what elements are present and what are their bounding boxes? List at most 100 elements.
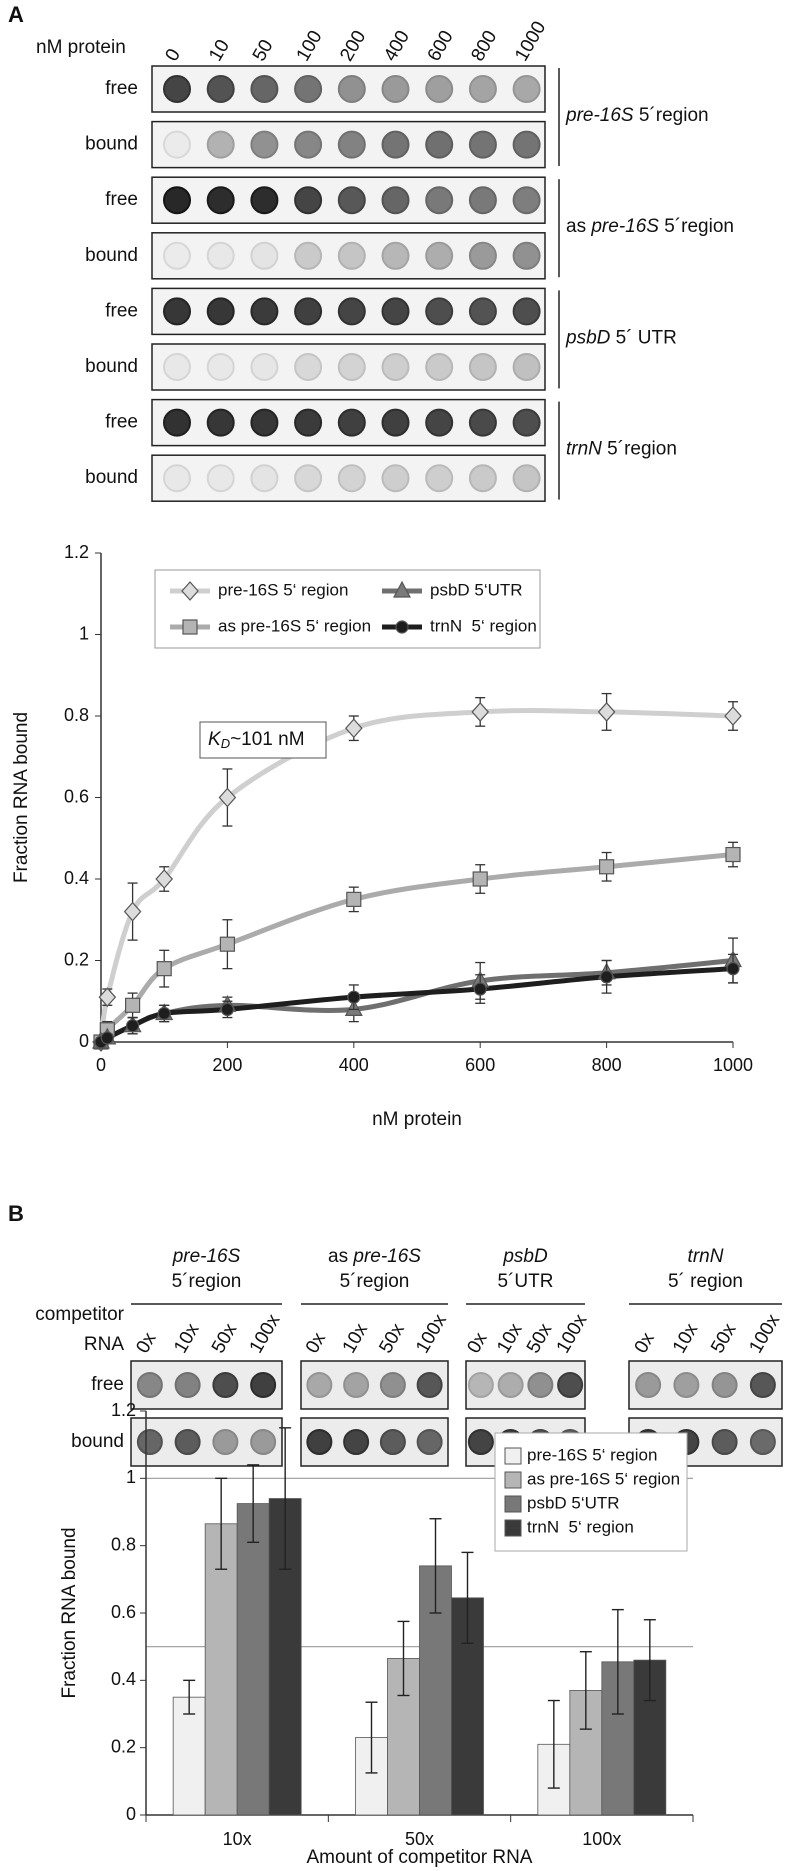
marker (98, 987, 117, 1008)
marker (726, 962, 740, 976)
column-label: 10x (493, 1320, 527, 1357)
bar (204, 1523, 238, 1816)
legend-label: as pre-16S 5‘ region (527, 1469, 680, 1488)
y-tick-label: 1.2 (111, 1400, 136, 1420)
column-label: 600 (424, 27, 458, 65)
error-bar (215, 1477, 228, 1570)
blot-dot (206, 75, 235, 103)
error-bar (247, 1464, 260, 1544)
blot-dot (136, 1429, 163, 1455)
column-label: 100x (553, 1310, 592, 1357)
legend-label: trnN 5‘ region (527, 1517, 634, 1536)
blot-dot (212, 1372, 239, 1398)
blot-dot (343, 1429, 370, 1455)
blot-dot (337, 297, 366, 326)
series-line (98, 852, 734, 1044)
row-label: free (105, 412, 138, 433)
column-label: 10 (205, 36, 234, 65)
symbol: K (208, 729, 222, 750)
annotation-text: ~101 nM (230, 729, 304, 750)
blot-dot (250, 464, 279, 493)
blot-dot (343, 1372, 370, 1398)
error-bar (429, 1518, 442, 1614)
gene-name: psbD (565, 327, 611, 348)
blot-dot (163, 130, 191, 159)
column-label: 50x (375, 1320, 409, 1357)
marker (220, 1002, 234, 1017)
label: trnN 5´region (566, 439, 677, 460)
column-label: 50x (208, 1320, 242, 1357)
blot-dot (512, 75, 541, 103)
annotation: KD~101 nM (208, 729, 305, 751)
blot-dot (425, 464, 454, 493)
label: psbD 5´ UTR (565, 327, 677, 348)
error-bar (279, 1427, 292, 1570)
column-label: 200 (336, 27, 370, 65)
column-label: 0x (463, 1329, 491, 1357)
header-line: 5´UTR (498, 1271, 554, 1292)
column-label: 800 (467, 27, 501, 65)
x-tick-label: 800 (592, 1055, 622, 1075)
blot-dot (136, 1372, 163, 1398)
blot-dot (425, 186, 454, 215)
error-bar (579, 1651, 592, 1730)
gene-name: trnN (566, 439, 602, 460)
y-tick-label: 0.8 (64, 705, 89, 725)
column-label: 100x (412, 1310, 451, 1357)
blot-dot (294, 464, 323, 493)
error-bar (611, 1608, 624, 1715)
blot-dot (711, 1372, 738, 1398)
blot-dot (416, 1372, 443, 1398)
blot-dot (381, 241, 410, 270)
label-part: 5´region (602, 439, 677, 460)
label: pre-16S (172, 1246, 241, 1267)
column-label: 100x (745, 1310, 784, 1357)
column-label: 100x (246, 1310, 285, 1357)
panel-label: B (8, 1201, 24, 1226)
column-label: 0 (161, 45, 184, 65)
marker (471, 702, 490, 722)
header-line: 5´ region (668, 1271, 743, 1292)
blot-dot (468, 75, 497, 103)
x-tick-label: 0 (96, 1055, 106, 1075)
gene-name: trnN (688, 1246, 724, 1267)
blot-dot (425, 75, 454, 103)
marker (598, 859, 615, 875)
header-line: RNA (84, 1334, 124, 1355)
legend-label: trnN 5‘ region (430, 616, 537, 635)
row-label: bound (85, 245, 138, 266)
blot-dot (250, 186, 279, 215)
header-line: competitor (35, 1304, 124, 1325)
blot-dot (250, 130, 279, 159)
blot-dot (337, 130, 366, 159)
blot-dot (306, 1429, 333, 1455)
blot-dot (337, 75, 366, 103)
marker (344, 718, 363, 739)
blot-dot (381, 408, 410, 437)
blot-dot (468, 408, 497, 437)
blot-dot (468, 464, 497, 493)
y-tick-label: 1 (79, 623, 89, 643)
x-tick-label: 1000 (713, 1055, 753, 1075)
blot-dot (467, 1429, 494, 1455)
blot-dot (512, 353, 541, 381)
blot-dot (294, 75, 323, 103)
blot-dot (749, 1372, 776, 1398)
y-tick-label: 0 (79, 1031, 89, 1051)
gene-name: pre-16S (352, 1246, 421, 1267)
blot-dot (294, 186, 323, 215)
blot-dot (250, 408, 279, 437)
legend-label: psbD 5‘UTR (527, 1493, 620, 1512)
legend-label: pre-16S 5‘ region (218, 580, 348, 599)
column-label: 400 (380, 27, 414, 65)
gene-name: psbD (502, 1246, 548, 1267)
blot-dot (557, 1372, 584, 1398)
blot-dot (294, 130, 323, 159)
blot-dot (163, 353, 191, 381)
gene-name: pre-16S (172, 1246, 241, 1267)
blot-dot (337, 464, 366, 493)
row-label: free (105, 189, 138, 210)
blot-dot (337, 186, 366, 215)
blot-dot (425, 408, 454, 437)
error-bar (183, 1679, 196, 1715)
